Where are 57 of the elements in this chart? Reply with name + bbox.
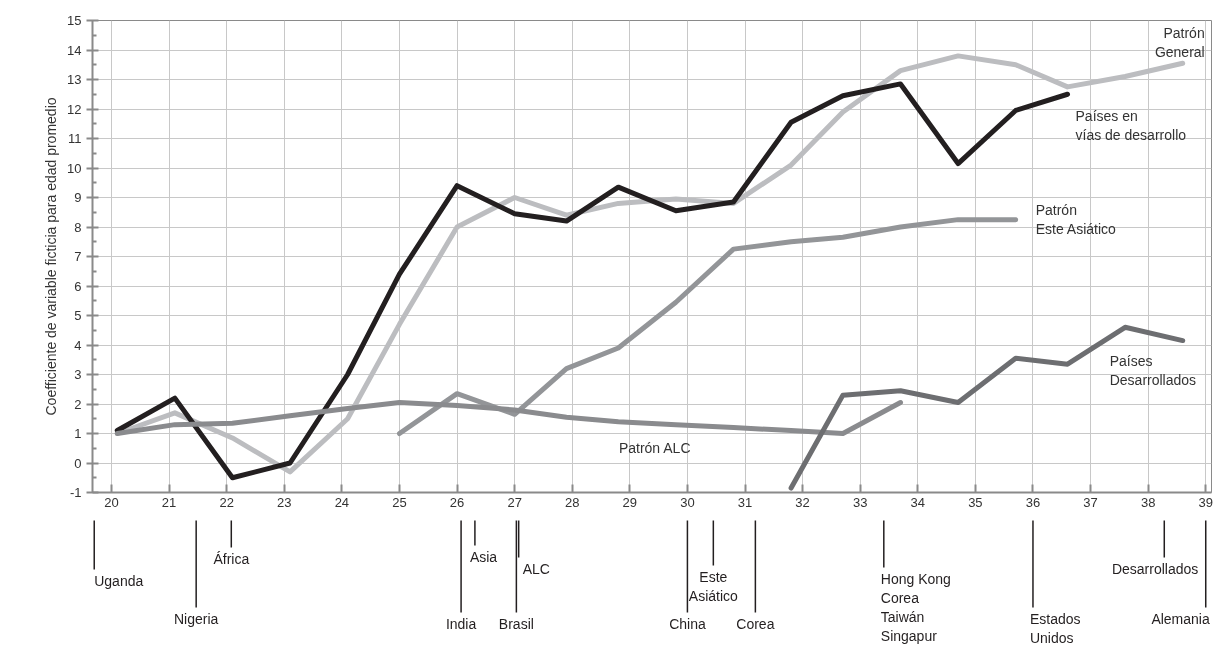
- x-tick-label: 29: [622, 494, 638, 510]
- x-tick-label: 24: [334, 494, 350, 510]
- x-tick-label: 27: [507, 494, 522, 510]
- series-label: Países Desarrollados: [1109, 352, 1197, 388]
- ref-line-label: Nigeria: [173, 610, 219, 627]
- y-tick-label: 5: [74, 308, 82, 323]
- ref-line-label: Uganda: [94, 572, 144, 589]
- ref-line-label: Hong Kong Corea Taiwán Singapur: [880, 570, 951, 645]
- y-tick-label: 12: [67, 101, 82, 117]
- y-tick-label: 6: [74, 278, 82, 294]
- y-tick-label: 9: [74, 190, 82, 205]
- y-tick-label: 13: [67, 72, 82, 87]
- y-tick-label: 7: [74, 249, 82, 264]
- series-label: Patrón Este Asiático: [1035, 201, 1117, 237]
- x-tick-label: 21: [161, 494, 177, 510]
- ref-line-label: China: [669, 615, 706, 632]
- x-tick-label: 28: [565, 494, 580, 510]
- y-tick-label: 11: [68, 131, 82, 146]
- ref-line-label: África: [213, 550, 250, 567]
- x-tick-label: 23: [277, 494, 292, 510]
- x-tick-label: 32: [795, 494, 810, 510]
- ref-line-label: Desarrollados: [1111, 560, 1199, 577]
- x-tick-label: 38: [1140, 494, 1156, 510]
- ref-line-label: ALC: [522, 560, 550, 577]
- y-tick-label: 3: [74, 367, 82, 382]
- x-tick-label: 30: [680, 494, 695, 510]
- y-tick-label: 2: [74, 396, 82, 412]
- y-tick-label: 15: [67, 13, 82, 28]
- y-tick-label: 0: [74, 455, 82, 471]
- ref-line-label: Estados Unidos: [1029, 610, 1081, 646]
- y-tick-label: 10: [67, 160, 82, 176]
- y-tick-label: 14: [67, 42, 82, 58]
- x-tick-label: 39: [1198, 494, 1213, 510]
- x-tick-label: 22: [219, 494, 234, 510]
- ref-line-label: India: [445, 615, 477, 632]
- y-axis-title: Coefficiente de variable ficticia para edad promedio: [43, 97, 60, 416]
- y-tick-label: 1: [74, 426, 82, 441]
- x-tick-label: 34: [910, 494, 926, 510]
- y-tick-label: 4: [74, 337, 82, 353]
- x-tick-label: 20: [104, 494, 119, 510]
- ref-line-label: Asia: [469, 548, 498, 565]
- x-tick-label: 25: [392, 494, 407, 510]
- x-tick-label: 33: [852, 494, 868, 510]
- ref-line-label: Este Asiático: [688, 568, 739, 604]
- series-label: Patrón General: [1154, 25, 1205, 61]
- x-tick-label: 26: [449, 494, 465, 510]
- x-tick-label: 36: [1025, 494, 1041, 510]
- x-tick-label: 37: [1083, 494, 1098, 510]
- ref-line-label: Brasil: [498, 615, 534, 632]
- y-tick-label: 8: [74, 219, 82, 235]
- ref-line-label: Alemania: [1151, 610, 1210, 627]
- series-label: Países en vías de desarrollo: [1075, 108, 1187, 144]
- ref-line-label: Corea: [736, 615, 775, 632]
- y-tick-label: -1: [69, 485, 82, 500]
- series-label: Patrón ALC: [618, 439, 691, 456]
- x-tick-label: 35: [968, 494, 983, 510]
- x-tick-label: 31: [737, 494, 753, 510]
